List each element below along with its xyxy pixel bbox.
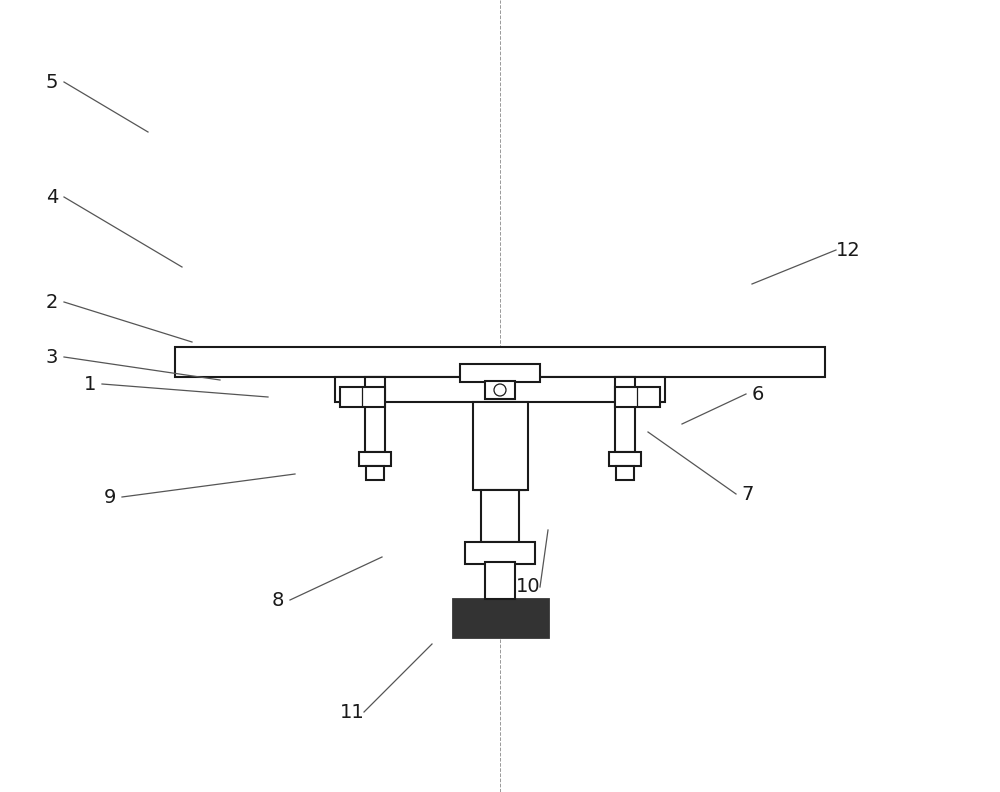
- Bar: [335, 377, 665, 402]
- Text: 3: 3: [46, 348, 58, 367]
- Bar: [615, 377, 635, 452]
- Bar: [465, 542, 535, 564]
- Bar: [175, 347, 825, 377]
- Text: 4: 4: [46, 188, 58, 207]
- Bar: [485, 381, 515, 399]
- Text: 5: 5: [46, 73, 58, 92]
- Text: 1: 1: [84, 375, 96, 394]
- Bar: [359, 452, 391, 466]
- Bar: [485, 562, 515, 599]
- Text: 2: 2: [46, 292, 58, 311]
- Bar: [453, 599, 548, 637]
- Bar: [365, 377, 385, 452]
- Bar: [615, 387, 660, 407]
- Bar: [481, 490, 519, 542]
- Text: 6: 6: [752, 384, 764, 403]
- Text: 9: 9: [104, 488, 116, 507]
- Bar: [340, 387, 385, 407]
- Bar: [616, 466, 634, 480]
- Text: 8: 8: [272, 591, 284, 610]
- Bar: [475, 377, 525, 490]
- Circle shape: [494, 384, 506, 396]
- Text: 11: 11: [340, 703, 364, 722]
- Bar: [473, 402, 528, 490]
- Bar: [366, 466, 384, 480]
- Bar: [460, 364, 540, 382]
- Text: 10: 10: [516, 577, 540, 596]
- Bar: [609, 452, 641, 466]
- Text: 12: 12: [836, 241, 860, 260]
- Text: 7: 7: [742, 485, 754, 504]
